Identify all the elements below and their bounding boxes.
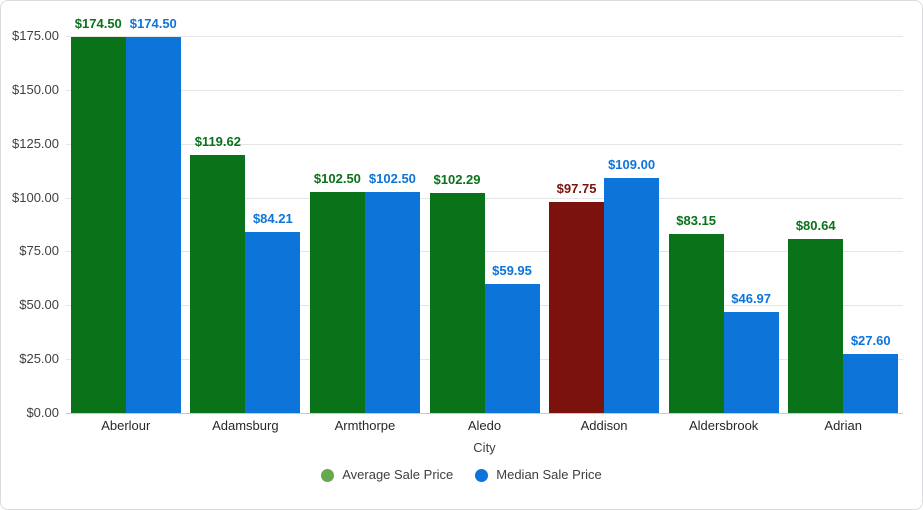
y-tick-label: $175.00 [12,28,59,43]
bar-value-label-median-sale-price-armthorpe: $102.50 [368,171,416,187]
bar-median-sale-price-aldersbrook[interactable] [723,311,779,413]
bar-average-sale-price-adrian[interactable] [788,239,844,413]
bar-value-label-average-sale-price-adrian: $80.64 [795,218,836,234]
y-tick-label: $75.00 [19,243,59,259]
bar-value-label-average-sale-price-aledo: $102.29 [433,171,481,187]
x-axis-label-aledo: Aledo [467,418,502,433]
y-tick-label: $50.00 [19,297,59,313]
gridline [66,36,903,37]
legend-item-median-sale-price[interactable]: Median Sale Price [475,467,602,483]
bar-average-sale-price-armthorpe[interactable] [309,192,365,413]
x-axis-label-addison: Addison [580,418,628,433]
bar-median-sale-price-aledo[interactable] [484,283,540,413]
gridline [66,143,903,145]
bar-median-sale-price-addison[interactable] [604,178,660,413]
bar-value-label-median-sale-price-aledo: $59.95 [492,262,532,278]
gridline [66,197,903,199]
bar-median-sale-price-adrian[interactable] [843,353,899,413]
x-axis-baseline [66,413,903,414]
bar-value-label-average-sale-price-aldersbrook: $83.15 [676,212,717,228]
bar-value-label-average-sale-price-addison: $97.75 [556,181,597,197]
bar-median-sale-price-armthorpe[interactable] [364,192,420,413]
bar-median-sale-price-aberlour[interactable] [125,37,181,413]
x-axis-label-aberlour: Aberlour [101,418,151,433]
gridline [66,251,903,253]
bar-value-label-average-sale-price-aberlour: $174.50 [74,16,122,32]
bar-median-sale-price-adamsburg[interactable] [245,231,301,413]
y-tick-label: $25.00 [19,351,59,367]
legend-swatch-average-icon [321,468,335,482]
bar-average-sale-price-aledo[interactable] [429,192,485,413]
y-tick-label: $100.00 [12,189,59,205]
gridline [66,89,903,91]
legend-label-average: Average Sale Price [342,467,454,482]
legend-item-average-sale-price[interactable]: Average Sale Price [321,467,453,483]
bar-value-label-median-sale-price-addison: $109.00 [608,157,656,173]
legend-label-median: Median Sale Price [496,467,602,482]
x-axis-label-adamsburg: Adamsburg [212,418,279,433]
bar-value-label-median-sale-price-aldersbrook: $46.97 [731,290,772,306]
x-axis-label-aldersbrook: Aldersbrook [688,418,759,433]
bar-value-label-median-sale-price-aberlour: $174.50 [129,16,177,32]
bar-value-label-median-sale-price-adrian: $27.60 [850,332,891,348]
legend-swatch-median-icon [475,468,489,482]
bar-value-label-average-sale-price-armthorpe: $102.50 [313,171,361,187]
bar-average-sale-price-adamsburg[interactable] [190,155,246,413]
legend: Average Sale Price Median Sale Price [1,467,922,483]
bar-average-sale-price-aberlour[interactable] [70,37,126,413]
y-tick-label: $150.00 [12,81,59,97]
y-tick-label: $0.00 [26,405,59,420]
bar-value-label-average-sale-price-adamsburg: $119.62 [194,134,241,150]
y-tick-label: $125.00 [12,135,59,151]
x-axis-title: City [473,440,496,455]
bar-average-sale-price-addison[interactable] [549,202,605,413]
x-axis-label-adrian: Adrian [824,418,862,433]
bar-average-sale-price-aldersbrook[interactable] [668,233,724,413]
bar-value-label-median-sale-price-adamsburg: $84.21 [252,210,293,226]
x-axis-label-armthorpe: Armthorpe [334,418,396,433]
